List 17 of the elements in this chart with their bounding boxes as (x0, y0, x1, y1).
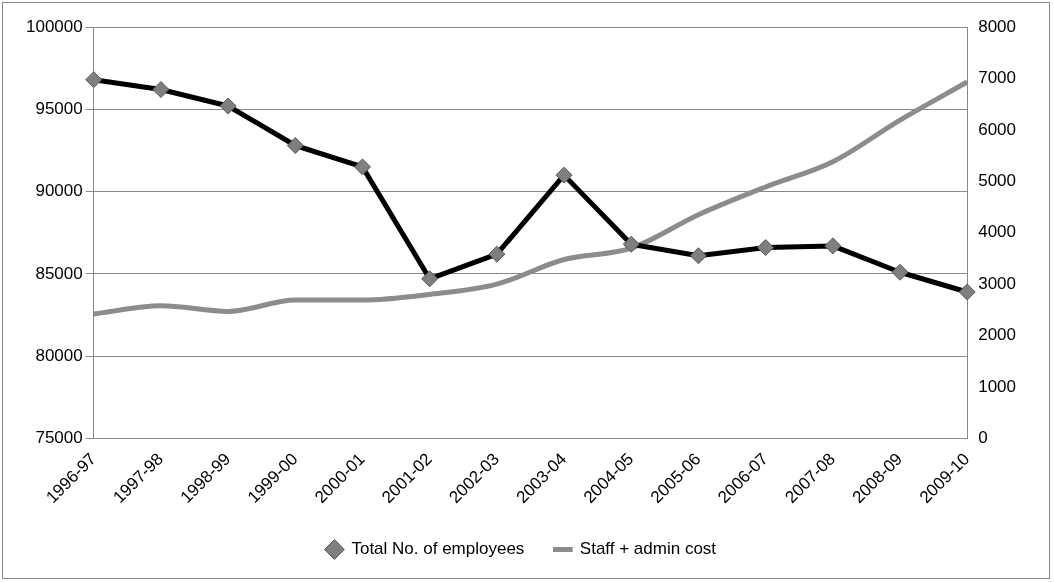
y2-tick-label: 0 (978, 428, 988, 448)
y2-tick-label: 7000 (978, 68, 1017, 88)
y2-tick-label: 5000 (978, 170, 1017, 190)
y-tick-label: 75000 (35, 428, 83, 448)
y2-tick-label: 2000 (978, 325, 1017, 345)
y-tick-label: 100000 (25, 16, 83, 36)
y2-tick-label: 4000 (978, 222, 1017, 242)
y-tick-label: 80000 (35, 345, 83, 365)
y-tick-label: 95000 (35, 98, 83, 118)
y-tick-label: 90000 (35, 181, 83, 201)
y-tick-label: 85000 (35, 263, 83, 283)
y2-tick-label: 3000 (978, 273, 1017, 293)
legend-label: Staff + admin cost (579, 539, 717, 559)
legend-label: Total No. of employees (351, 539, 525, 559)
y2-tick-label: 6000 (978, 119, 1017, 139)
y2-tick-label: 8000 (978, 16, 1017, 36)
y2-tick-label: 1000 (978, 376, 1017, 396)
